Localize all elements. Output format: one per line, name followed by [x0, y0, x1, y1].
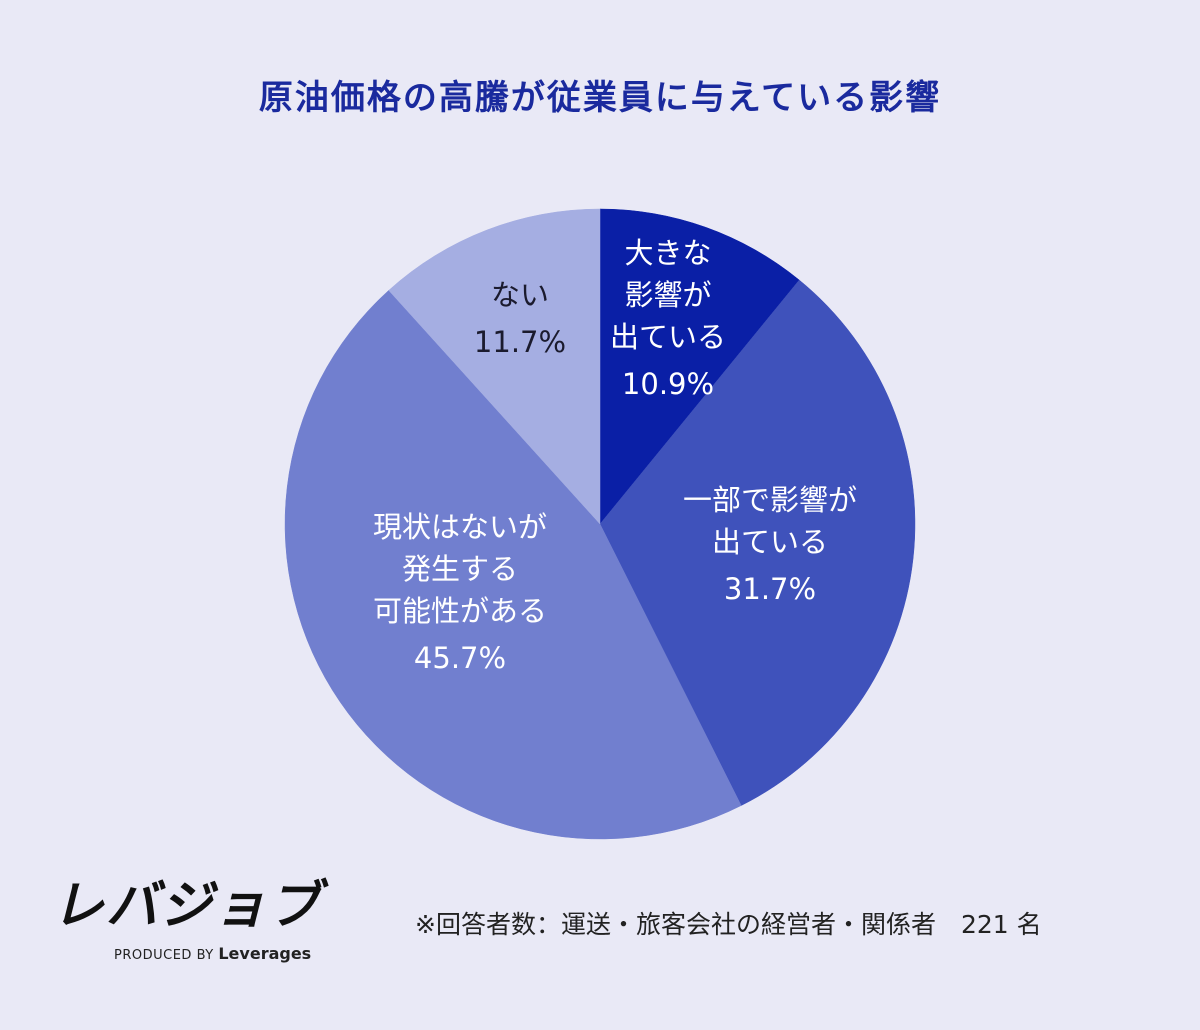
pie-slice-1 — [599, 279, 916, 806]
logo-subtitle: PRODUCED BY Leverages — [114, 944, 311, 963]
pie-slice-2 — [284, 289, 742, 840]
slice-value-3: 11.7% — [473, 325, 567, 359]
slice-label-0: 大きな 影響が 出ている — [609, 236, 727, 354]
pie-slice-3 — [388, 208, 601, 525]
slice-value-2: 45.7% — [413, 641, 507, 675]
slice-label-2: 現状はないが 発生する 可能性がある — [372, 510, 548, 628]
slice-value-1: 31.7% — [723, 572, 817, 606]
slice-value-0: 10.9% — [621, 367, 715, 401]
pie-slice-0 — [599, 208, 800, 525]
chart-title: 原油価格の高騰が従業員に与えている影響 — [258, 78, 942, 118]
logo-produced-by: PRODUCED BY — [114, 948, 214, 963]
slice-label-3: ない — [490, 278, 550, 312]
logo-brand: Leverages — [218, 944, 312, 963]
logo-mark: レバジョブ — [52, 876, 323, 936]
levajob-logo: レバジョブ PRODUCED BY Leverages — [52, 876, 323, 963]
slice-label-1: 一部で影響が 出ている — [682, 483, 858, 559]
respondent-note: ※回答者数：運送・旅客会社の経営者・関係者 221 名 — [415, 910, 1042, 939]
